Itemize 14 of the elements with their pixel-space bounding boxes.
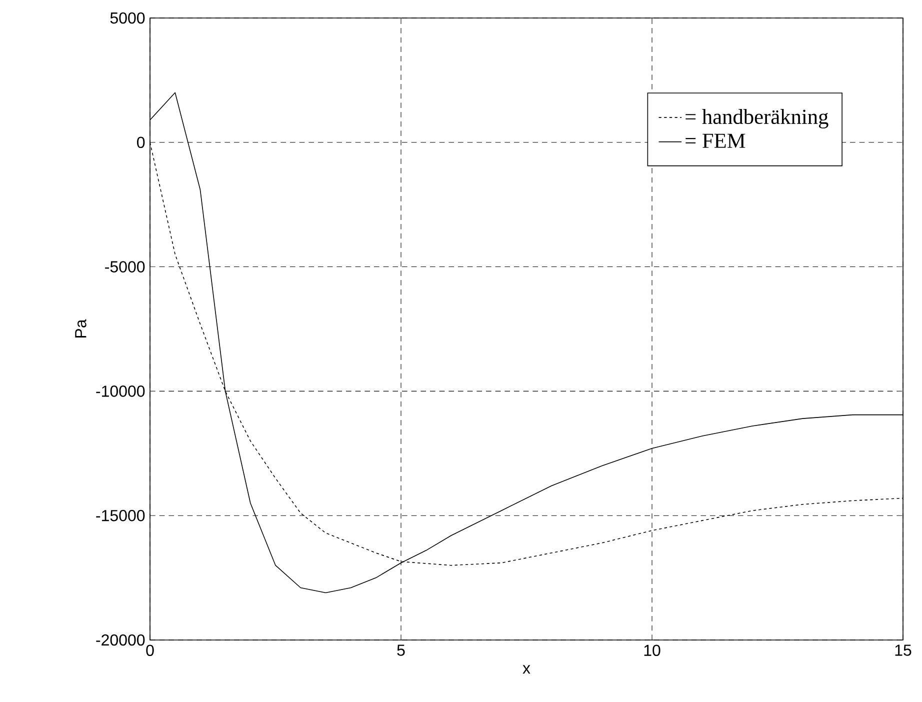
y-tick-label: -15000	[96, 510, 145, 522]
y-axis-title: Pa	[75, 319, 86, 338]
y-tick-label: -10000	[96, 386, 145, 397]
x-tick-label: 0	[146, 644, 154, 656]
x-axis-title: x	[522, 665, 530, 674]
legend-label: = FEM	[686, 134, 746, 148]
y-tick-label: -5000	[105, 261, 145, 272]
x-tick-label: 5	[397, 644, 405, 656]
legend-label: = handberäkning	[686, 109, 828, 128]
y-tick-label: 5000	[110, 12, 145, 24]
y-tick-label: 0	[137, 136, 145, 148]
x-tick-label: 10	[644, 644, 660, 656]
x-tick-label: 15	[895, 644, 912, 656]
y-tick-label: -20000	[96, 634, 145, 646]
